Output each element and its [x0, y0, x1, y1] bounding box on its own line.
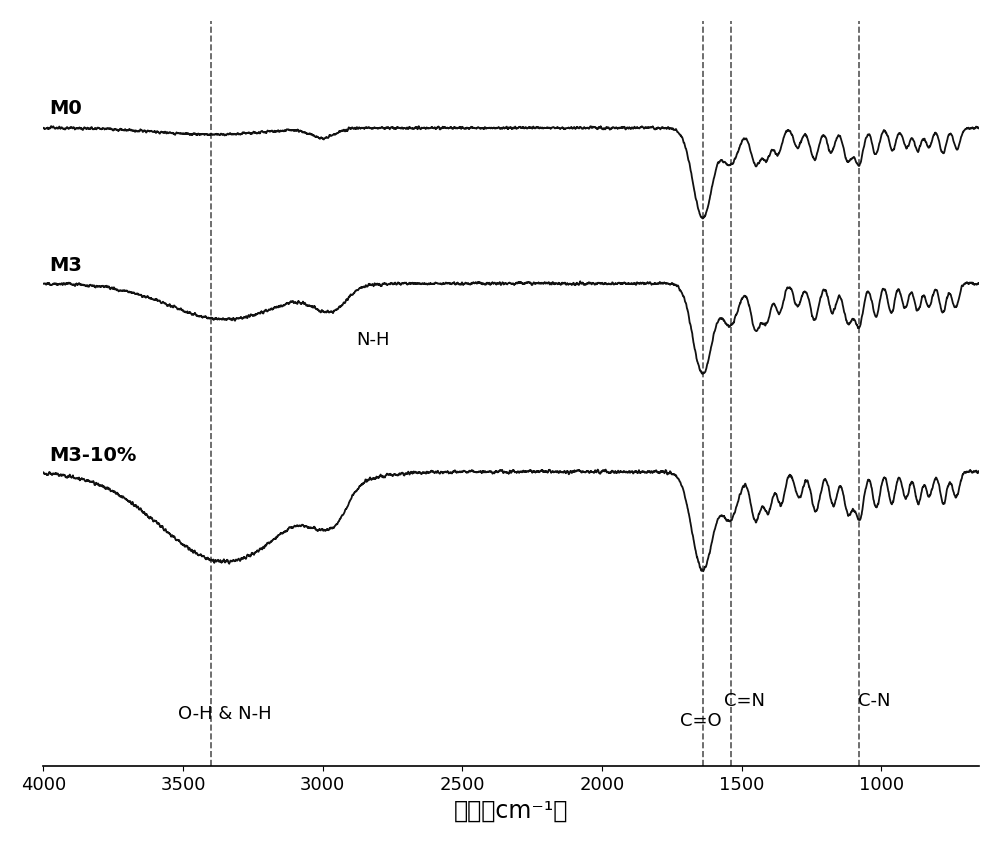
Text: N-H: N-H — [356, 331, 390, 349]
Text: M3: M3 — [49, 256, 82, 275]
Text: C=O: C=O — [680, 711, 722, 730]
Text: M0: M0 — [49, 99, 82, 117]
X-axis label: 波数（cm⁻¹）: 波数（cm⁻¹） — [454, 799, 568, 823]
Text: M3-10%: M3-10% — [49, 446, 136, 465]
Text: C-N: C-N — [858, 692, 890, 710]
Text: C=N: C=N — [724, 692, 765, 710]
Text: O-H & N-H: O-H & N-H — [178, 706, 272, 723]
